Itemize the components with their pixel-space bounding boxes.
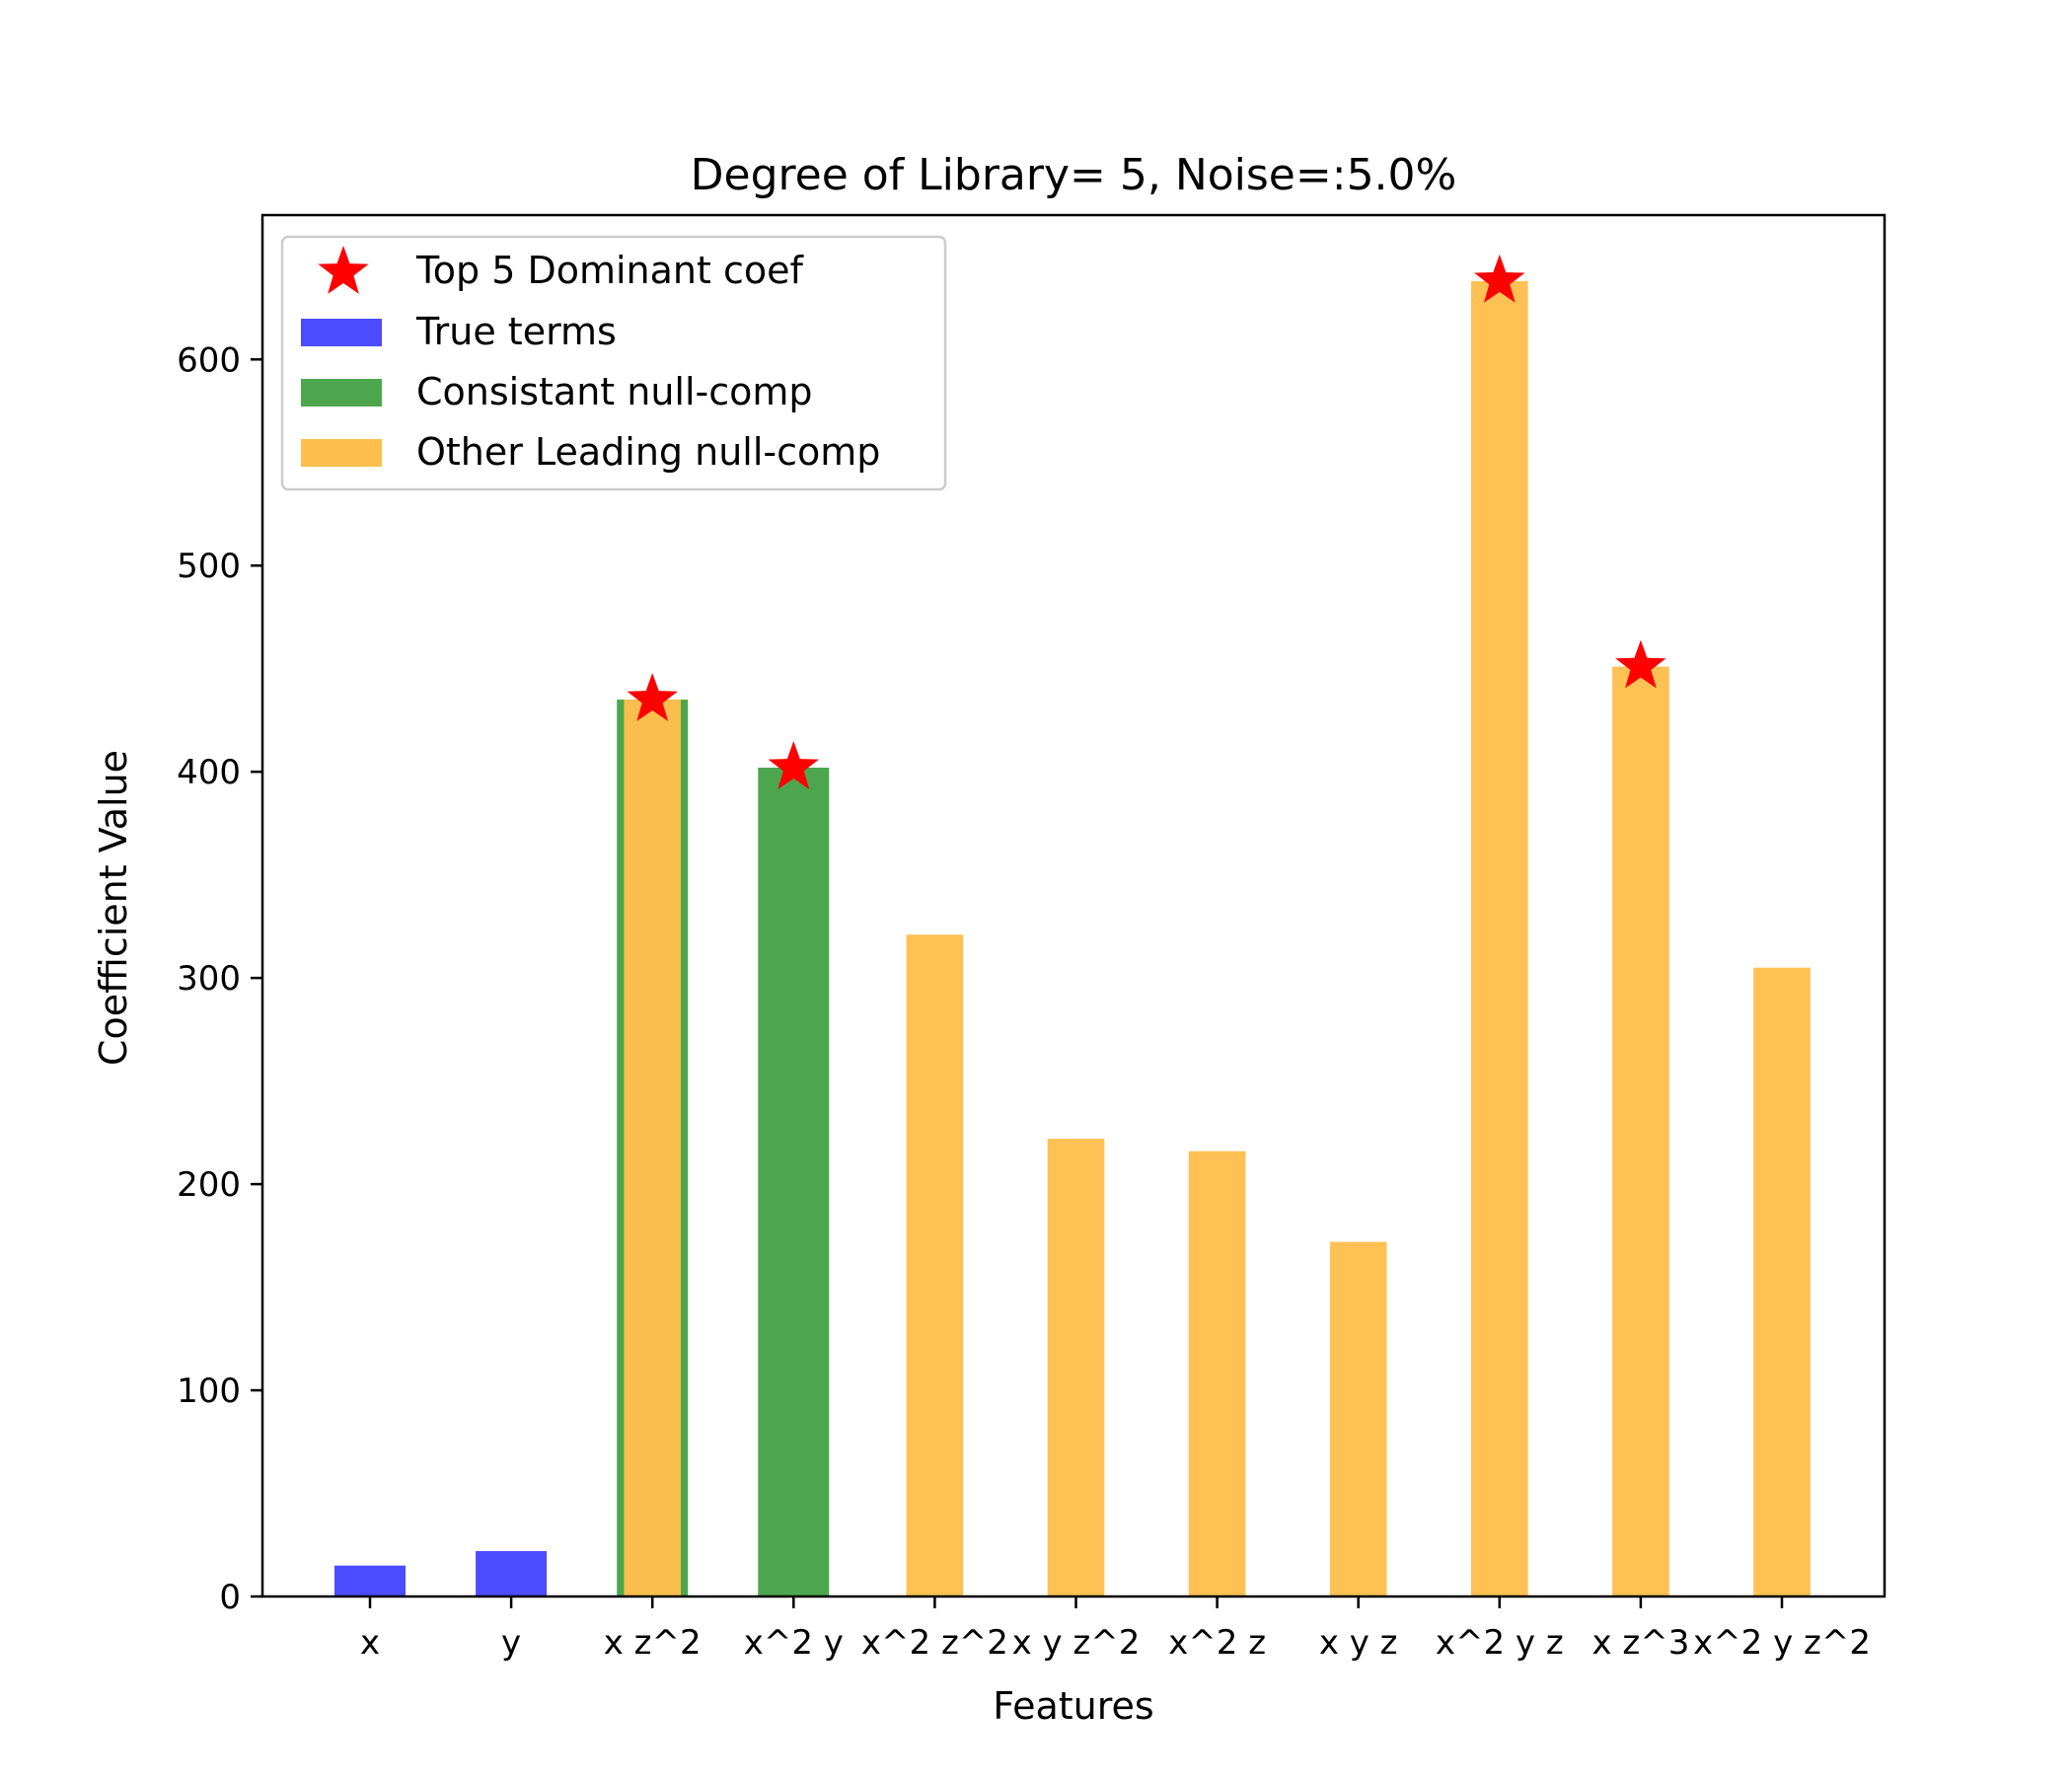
bar-other-leading-null-comp-2 xyxy=(624,700,681,1596)
legend-swatch-0 xyxy=(301,319,382,346)
x-tick-label-6: x^2 z xyxy=(1168,1623,1266,1663)
bar-other-leading-null-comp-4 xyxy=(906,934,964,1596)
bar-other-leading-null-comp-9 xyxy=(1612,666,1669,1596)
legend-box xyxy=(280,235,947,491)
legend-label-1: Consistant null-comp xyxy=(416,370,813,413)
legend-label-0: True terms xyxy=(415,310,617,353)
plot-frame xyxy=(260,213,1887,1598)
bar-other-leading-null-comp-10 xyxy=(1753,967,1811,1596)
legend-swatch-2 xyxy=(301,439,382,467)
bar-consistant-null-comp-3 xyxy=(758,768,830,1596)
bar-other-leading-null-comp-6 xyxy=(1188,1150,1246,1596)
bar-other-leading-null-comp-8 xyxy=(1471,280,1528,1596)
bar-other-leading-null-comp-5 xyxy=(1047,1139,1105,1596)
legend: Top 5 Dominant coef True terms Consistant … xyxy=(280,235,947,491)
chart-title: Degree of Library= 5, Noise=:5.0% xyxy=(691,150,1457,200)
y-tick-label-2: 200 xyxy=(177,1165,241,1205)
x-axis-label: Features xyxy=(993,1684,1153,1728)
x-tick-label-10: x^2 y z^2 xyxy=(1693,1623,1871,1663)
x-tick-label-8: x^2 y z xyxy=(1436,1623,1564,1663)
x-tick-label-1: y xyxy=(501,1623,521,1663)
x-tick-label-7: x y z xyxy=(1319,1623,1398,1663)
legend-label-dominant: Top 5 Dominant coef xyxy=(415,249,804,292)
dominant-star-0 xyxy=(627,673,678,721)
dominant-star-3 xyxy=(1615,639,1666,689)
legend-marker-dominant xyxy=(318,246,369,294)
x-tick-label-4: x^2 z^2 xyxy=(861,1623,1008,1663)
y-axis-label: Coefficient Value xyxy=(92,750,135,1066)
x-tick-label-2: x z^2 xyxy=(604,1623,702,1663)
y-tick-label-3: 300 xyxy=(177,959,241,999)
bar-other-leading-null-comp-7 xyxy=(1329,1241,1387,1596)
dominant-star-2 xyxy=(1474,254,1525,303)
x-tick-label-9: x z^3 xyxy=(1591,1623,1689,1663)
y-tick-label-6: 600 xyxy=(177,340,241,380)
x-tick-label-0: x xyxy=(360,1623,380,1663)
y-tick-label-4: 400 xyxy=(177,753,241,792)
x-tick-label-3: x^2 y xyxy=(744,1623,844,1663)
y-tick-label-0: 0 xyxy=(219,1578,241,1617)
x-tick-label-5: x y z^2 xyxy=(1012,1623,1141,1663)
legend-swatch-1 xyxy=(301,379,382,407)
y-tick-label-5: 500 xyxy=(177,547,241,586)
bar-true-terms-0 xyxy=(334,1565,406,1596)
y-tick-label-1: 100 xyxy=(177,1372,241,1411)
dominant-star-1 xyxy=(768,741,819,789)
bar-true-terms-1 xyxy=(476,1551,548,1596)
legend-label-2: Other Leading null-comp xyxy=(416,430,880,474)
